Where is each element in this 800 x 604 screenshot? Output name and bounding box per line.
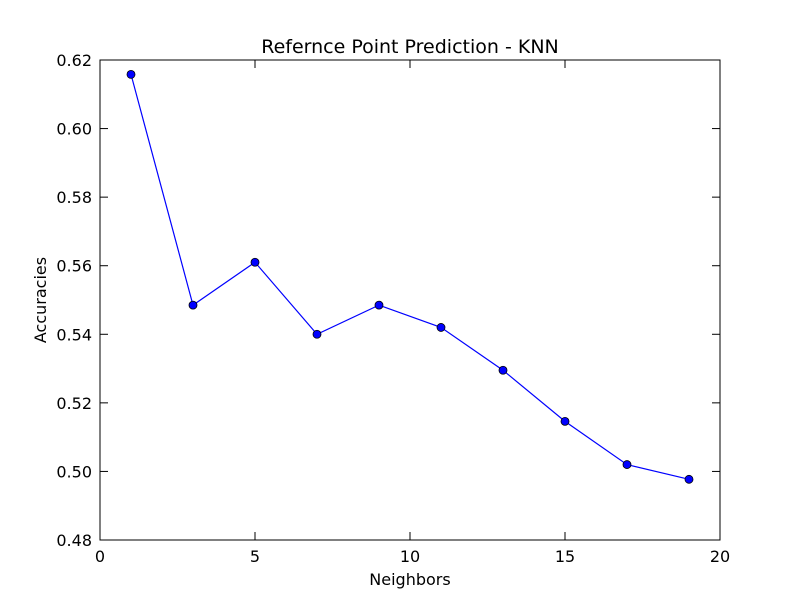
x-tick-label: 5 [250,547,260,566]
plot-area: 0 5 10 15 20 0.48 0.50 0.52 0.54 0.56 0.58 0.60 0.6… [56,51,730,566]
x-axis-ticks: 0 5 10 15 20 [95,60,730,566]
plot-frame [99,59,721,541]
data-point [312,329,322,339]
x-tick-label: 20 [710,547,730,566]
data-point [250,257,260,267]
data-point [622,460,632,469]
data-point [560,416,570,426]
series-line [130,74,690,480]
x-tick-label: 10 [400,547,420,566]
y-tick-label: 0.56 [56,257,92,276]
data-point [436,323,446,332]
y-tick-label: 0.62 [56,51,92,70]
data-point [498,365,508,375]
y-tick-label: 0.60 [56,120,92,139]
data-point [684,474,694,484]
data-point [126,70,136,79]
y-axis-label: Accuracies [31,257,50,343]
data-point [374,300,384,310]
x-tick-label: 0 [95,547,105,566]
x-axis-label: Neighbors [369,570,450,589]
y-axis-ticks: 0.48 0.50 0.52 0.54 0.56 0.58 0.60 0.62 [56,51,720,550]
y-tick-label: 0.50 [56,462,92,481]
x-tick-label: 15 [555,547,575,566]
y-tick-label: 0.48 [56,531,92,550]
y-tick-label: 0.54 [56,325,92,344]
y-tick-label: 0.58 [56,188,92,207]
series-layer [126,70,694,484]
data-point [188,300,198,310]
y-tick-label: 0.52 [56,394,92,413]
chart-title: Refernce Point Prediction - KNN [261,36,559,58]
